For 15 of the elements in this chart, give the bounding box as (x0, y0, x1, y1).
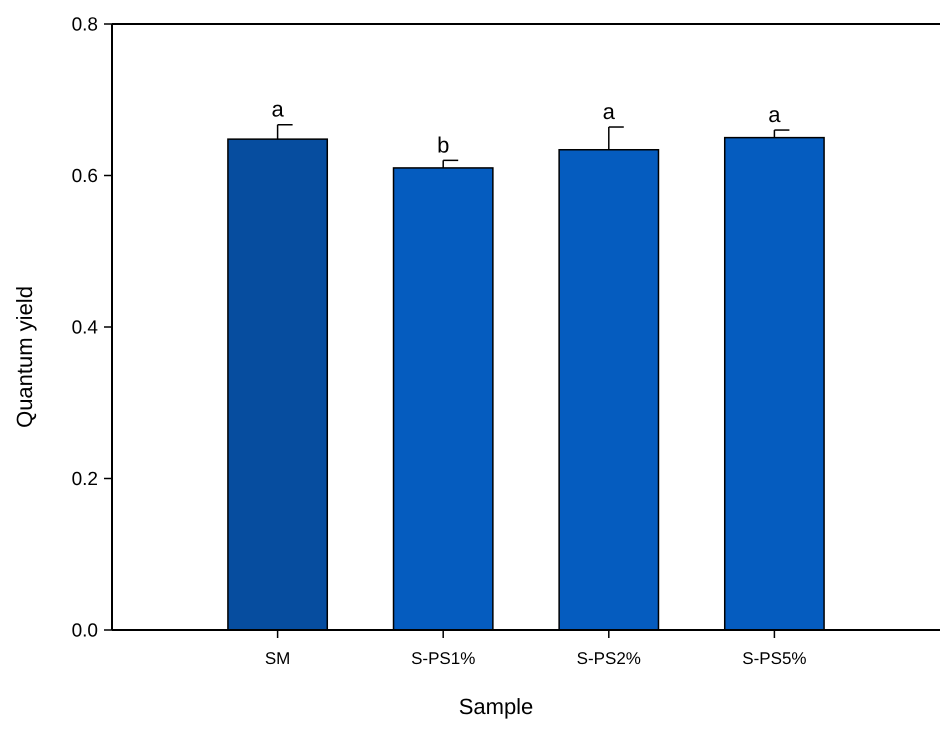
y-tick-label: 0.6 (72, 166, 98, 188)
x-axis-title: Sample (458, 694, 534, 719)
y-tick-label: 0.0 (72, 620, 98, 642)
y-tick-label: 0.8 (72, 14, 98, 36)
annotation: a (768, 102, 782, 128)
annotation: a (602, 99, 616, 124)
y-tick-label: 0.2 (72, 469, 98, 490)
y-axis-title: Quantum yield (12, 286, 37, 428)
x-tick-label: SM (264, 649, 290, 668)
y-tick-label: 0.4 (72, 318, 98, 339)
x-tick-label: S-PS1% (411, 649, 476, 668)
annotation: a (271, 96, 284, 122)
x-tick-label: S-PS2% (576, 649, 641, 668)
annotation: b (437, 132, 450, 158)
x-tick-label: S-PS5% (742, 649, 807, 668)
